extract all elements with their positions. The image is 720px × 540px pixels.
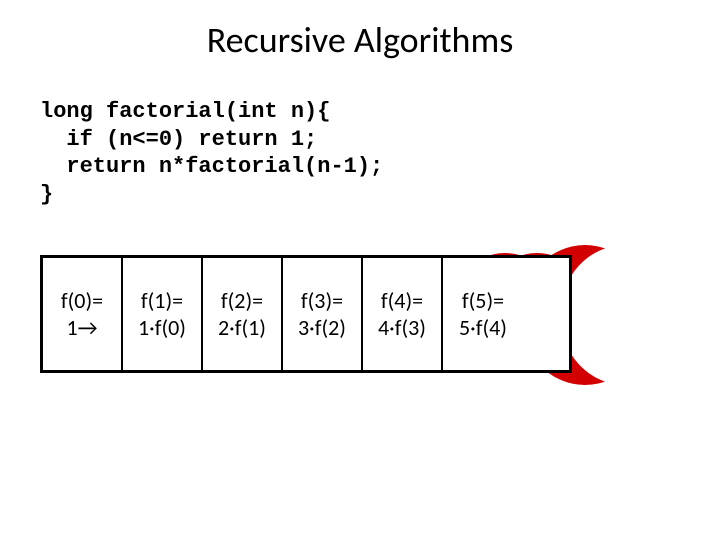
cell-line-2: 4·f(3) — [378, 314, 426, 341]
code-line-1: long factorial(int n){ — [40, 99, 330, 124]
cell-line-2: 2·f(1) — [218, 314, 266, 341]
table-cell: f(1)=1·f(0) — [123, 258, 203, 370]
cell-line-2: 1·f(0) — [138, 314, 186, 341]
table-cell: f(5)=5·f(4) — [443, 258, 523, 370]
cell-line-2: 3·f(2) — [298, 314, 346, 341]
code-line-3: return n*factorial(n-1); — [40, 154, 383, 179]
recursion-table: f(0)=1→f(1)=1·f(0)f(2)=2·f(1)f(3)=3·f(2)… — [40, 255, 572, 373]
cell-line-1: f(5)= — [462, 287, 504, 314]
cell-line-2: 1→ — [66, 314, 97, 341]
table-cell: f(3)=3·f(2) — [283, 258, 363, 370]
recursion-diagram: f(0)=1→f(1)=1·f(0)f(2)=2·f(1)f(3)=3·f(2)… — [40, 250, 680, 400]
table-cell: f(4)=4·f(3) — [363, 258, 443, 370]
cell-line-1: f(2)= — [221, 287, 263, 314]
cell-line-1: f(0)= — [61, 287, 103, 314]
code-line-4: } — [40, 182, 53, 207]
cell-line-1: f(1)= — [141, 287, 183, 314]
cell-line-2: 5·f(4) — [459, 314, 507, 341]
cell-line-1: f(3)= — [301, 287, 343, 314]
code-line-2: if (n<=0) return 1; — [40, 127, 317, 152]
code-snippet: long factorial(int n){ if (n<=0) return … — [40, 98, 383, 208]
page-title: Recursive Algorithms — [0, 0, 720, 62]
table-cell: f(2)=2·f(1) — [203, 258, 283, 370]
table-cell: f(0)=1→ — [43, 258, 123, 370]
cell-line-1: f(4)= — [381, 287, 423, 314]
